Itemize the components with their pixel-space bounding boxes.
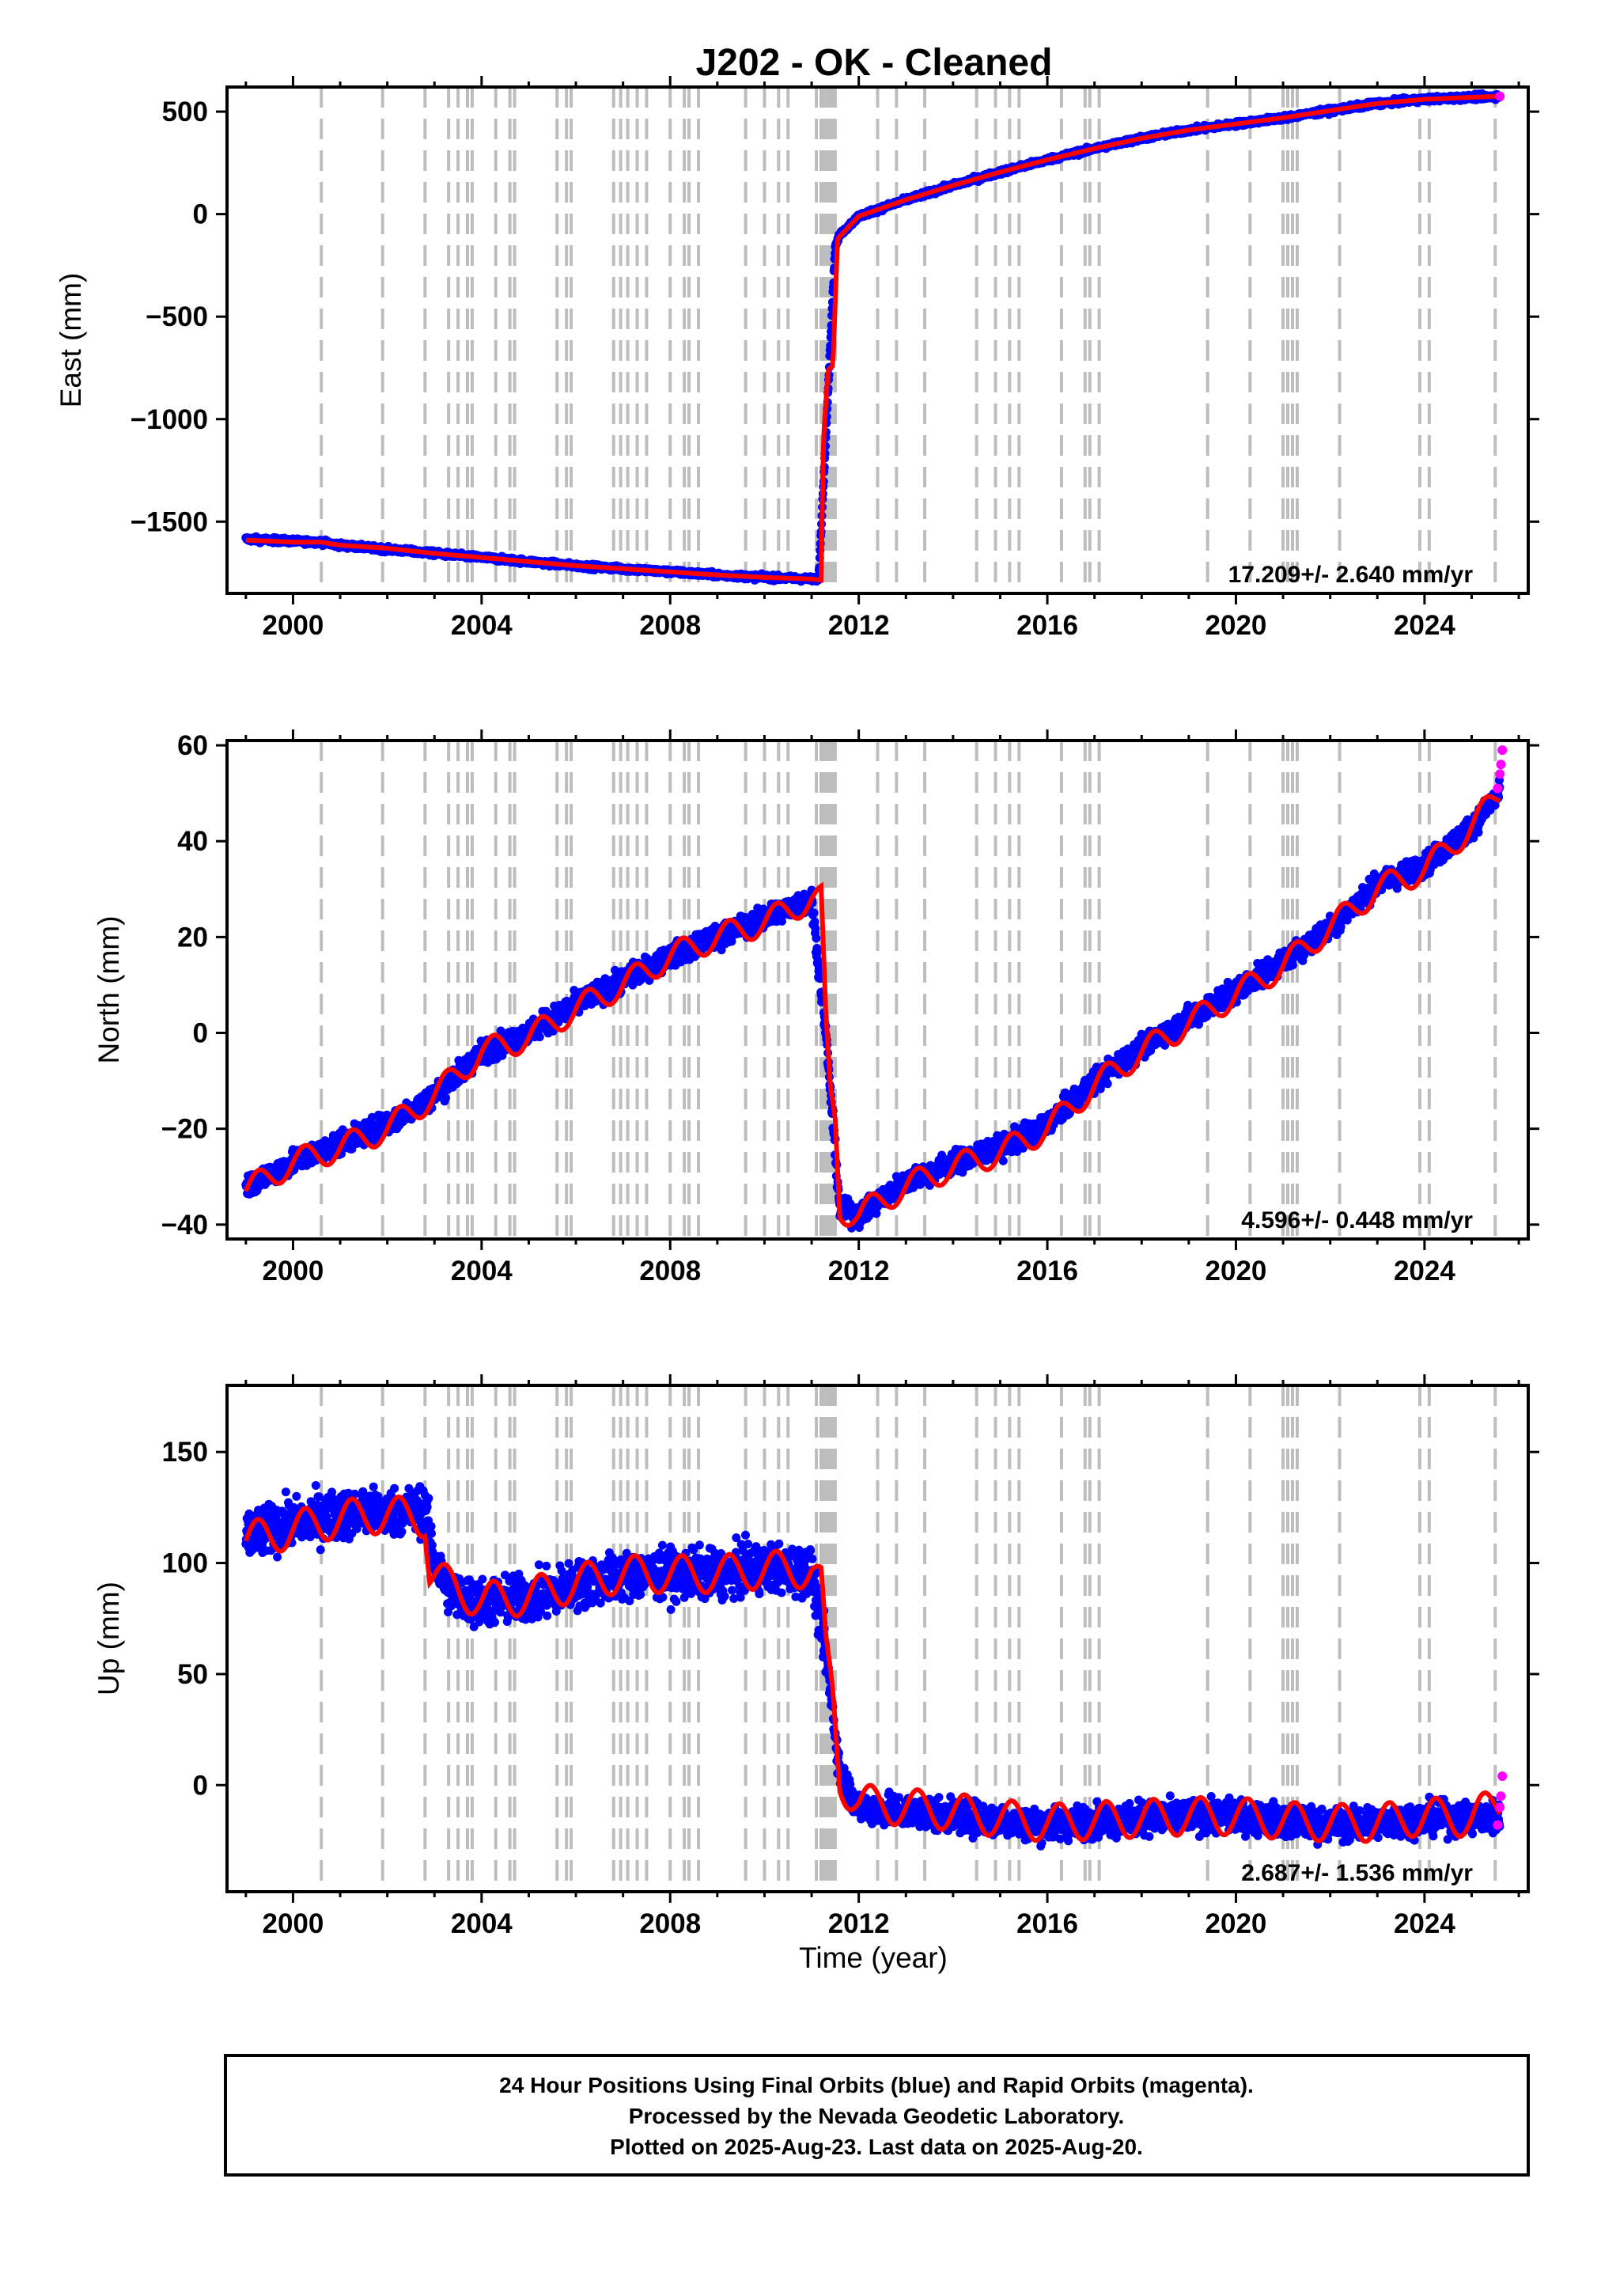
- x-tick-label: 2000: [263, 610, 324, 641]
- x-tick-label: 2016: [1016, 610, 1078, 641]
- rapid-orbit-point: [1495, 91, 1505, 101]
- y-tick-label: −500: [146, 301, 208, 332]
- rapid-orbit-points: [1495, 91, 1505, 101]
- final-orbit-points: [241, 89, 1504, 586]
- final-orbit-point: [535, 1032, 544, 1042]
- plot-area: [241, 87, 1505, 593]
- final-orbit-point: [441, 1093, 450, 1103]
- y-tick-label: 0: [193, 199, 208, 230]
- y-tick-label: −1000: [131, 404, 208, 435]
- x-tick-label: 2008: [639, 610, 701, 641]
- y-tick-label: −1500: [131, 506, 208, 537]
- figure-title: J202 - OK - Cleaned: [696, 42, 1053, 84]
- final-orbit-points: [241, 775, 1504, 1233]
- y-axis-label: East (mm): [55, 273, 87, 408]
- x-tick-label: 2004: [451, 610, 513, 641]
- x-tick-label: 2024: [1394, 610, 1455, 641]
- y-tick-label: 500: [162, 97, 208, 127]
- x-tick-label: 2012: [828, 610, 890, 641]
- model-fit-line: [245, 93, 1501, 583]
- x-tick-label: 2020: [1205, 610, 1267, 641]
- plot-area: [241, 741, 1508, 1239]
- east-panel: 2000 2004 2008 2012 2016 2020 2024 −1500 −1000 −5…: [55, 76, 1539, 641]
- rate-label: 17.209+/- 2.640 mm/yr: [1228, 562, 1474, 588]
- north-panel: 2000 2004 2008 2012 2016 2020 2024−40−20020406…: [93, 729, 1539, 1286]
